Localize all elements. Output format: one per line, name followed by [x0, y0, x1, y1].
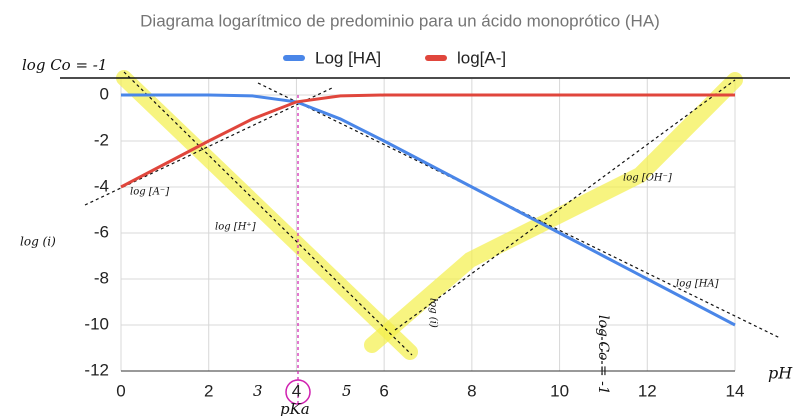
- chart-title: Diagrama logarítmico de predominio para …: [140, 11, 660, 30]
- legend-swatch: [283, 55, 305, 61]
- x-tick-label: 12: [638, 381, 657, 400]
- annotation: pKa: [280, 400, 310, 416]
- highlights: [116, 70, 743, 360]
- annotation: log Co = -1: [595, 315, 611, 395]
- y-tick-label: -4: [94, 176, 109, 195]
- highlight: [116, 70, 418, 360]
- guide-line: [123, 71, 413, 356]
- x-tick-label: 2: [204, 381, 213, 400]
- highlight: [364, 72, 743, 353]
- annotation: log [OH⁻]: [623, 173, 672, 184]
- series-line: [121, 93, 736, 327]
- legend-label: Log [HA]: [315, 48, 381, 67]
- legend-label: log[A-]: [457, 48, 506, 67]
- x-tick-label: 6: [379, 381, 388, 400]
- y-tick-label: -6: [94, 222, 109, 241]
- annotation: log (i): [20, 235, 56, 249]
- grid: [120, 78, 736, 372]
- y-tick-label: -10: [84, 314, 109, 333]
- circle: [285, 379, 311, 405]
- annotation: pH: [768, 364, 793, 383]
- y-tick-label: -8: [94, 268, 109, 287]
- annotation: log [H⁺]: [215, 222, 256, 233]
- y-tick-label: -2: [94, 130, 109, 149]
- annotation: log (i): [428, 298, 439, 328]
- plot: [120, 93, 736, 327]
- annotation: 3: [253, 382, 263, 400]
- legend-swatch: [425, 55, 447, 61]
- guide-line: [394, 79, 736, 331]
- annotation: log [HA]: [676, 279, 719, 290]
- x-tick-label: 14: [726, 381, 745, 400]
- y-tick-label: -12: [84, 360, 109, 379]
- annotation: 5: [342, 382, 352, 400]
- x-tick-label: 8: [467, 381, 476, 400]
- x-tick-label: 0: [116, 381, 125, 400]
- x-tick-label: 4: [292, 381, 301, 400]
- annotation: log Co = -1: [22, 56, 107, 74]
- series-line: [120, 93, 735, 189]
- x-tick-label: 10: [550, 381, 569, 400]
- guides: [84, 71, 781, 405]
- y-tick-label: 0: [100, 84, 109, 103]
- annotation: log [A⁻]: [130, 187, 169, 198]
